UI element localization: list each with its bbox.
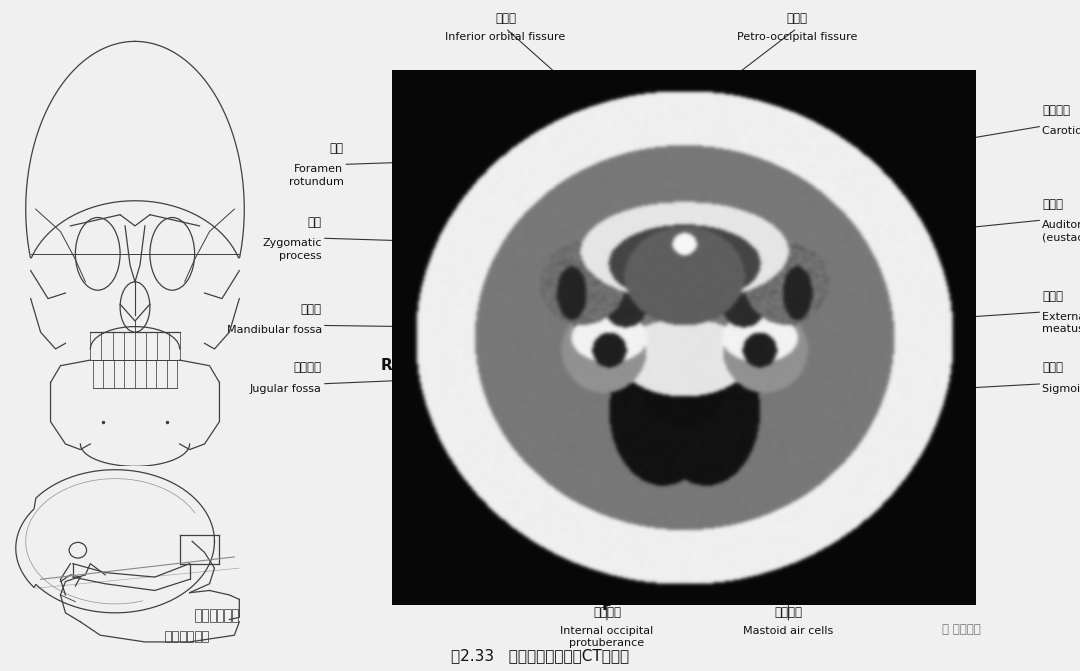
Bar [173,631,178,642]
Text: Zygomatic
process: Zygomatic process [262,238,322,260]
Bar [232,609,238,622]
Bar [194,609,201,622]
Text: Inferior orbital fissure: Inferior orbital fissure [445,32,566,42]
Bar [194,631,201,642]
Text: 乙状窦: 乙状窦 [1042,362,1063,374]
Bar [217,609,224,622]
Text: 图2.33   枕骨和枕内隆凸，CT，轴位: 图2.33 枕骨和枕内隆凸，CT，轴位 [451,648,629,663]
Bar [202,609,208,622]
Text: R: R [381,358,392,373]
Text: Sigmoid sinus: Sigmoid sinus [1042,384,1080,394]
Text: 颈静脉窝: 颈静脉窝 [294,362,322,374]
Text: 乳突小房: 乳突小房 [774,607,802,619]
Text: 颈动脉管: 颈动脉管 [1042,104,1070,117]
Text: Mastoid air cells: Mastoid air cells [743,626,834,636]
Text: A: A [602,70,612,85]
Text: 🐼 熊猫放射: 🐼 熊猫放射 [942,623,981,635]
Text: External auditory
meatus: External auditory meatus [1042,312,1080,334]
Text: Auditory
(eustachian) tube: Auditory (eustachian) tube [1042,220,1080,242]
Text: 下颌窝: 下颌窝 [301,303,322,316]
Text: 眶下裂: 眶下裂 [495,12,516,25]
Text: Mandibular fossa: Mandibular fossa [227,325,322,336]
Text: 岩枕裂: 岩枕裂 [786,12,808,25]
Text: 颧突: 颧突 [308,216,322,229]
Bar [187,631,193,642]
Bar [210,609,216,622]
Text: Foramen
rotundum: Foramen rotundum [288,164,343,187]
Bar [179,631,186,642]
Text: L: L [960,358,969,373]
Text: Internal occipital
protuberance: Internal occipital protuberance [561,626,653,648]
Bar [202,631,208,642]
Text: 枕内隆凸: 枕内隆凸 [593,607,621,619]
Text: P: P [602,599,612,613]
Text: Jugular fossa: Jugular fossa [249,384,322,394]
Text: 外耳道: 外耳道 [1042,290,1063,303]
Text: 圆孔: 圆孔 [329,142,343,155]
Text: 咽鼓管: 咽鼓管 [1042,198,1063,211]
Bar [225,609,231,622]
Text: Carotid canal: Carotid canal [1042,126,1080,136]
Bar [165,631,171,642]
Text: Petro-occipital fissure: Petro-occipital fissure [737,32,858,42]
